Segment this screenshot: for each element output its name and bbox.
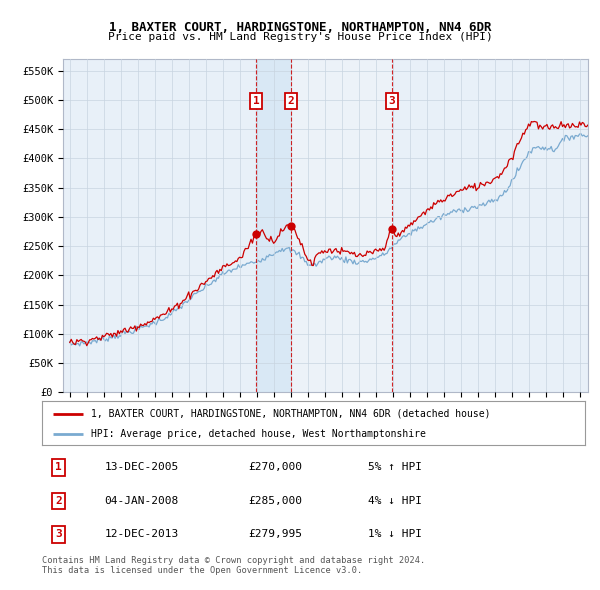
Text: 13-DEC-2005: 13-DEC-2005 <box>104 463 179 473</box>
Text: 1% ↓ HPI: 1% ↓ HPI <box>368 529 422 539</box>
Text: 2: 2 <box>55 496 62 506</box>
Text: 04-JAN-2008: 04-JAN-2008 <box>104 496 179 506</box>
Text: 5% ↑ HPI: 5% ↑ HPI <box>368 463 422 473</box>
Text: Contains HM Land Registry data © Crown copyright and database right 2024.
This d: Contains HM Land Registry data © Crown c… <box>42 556 425 575</box>
Text: Price paid vs. HM Land Registry's House Price Index (HPI): Price paid vs. HM Land Registry's House … <box>107 32 493 42</box>
Text: 1: 1 <box>55 463 62 473</box>
Text: 12-DEC-2013: 12-DEC-2013 <box>104 529 179 539</box>
Bar <box>256 59 291 392</box>
Text: 2: 2 <box>287 96 295 106</box>
Bar <box>291 59 392 392</box>
Text: 1, BAXTER COURT, HARDINGSTONE, NORTHAMPTON, NN4 6DR: 1, BAXTER COURT, HARDINGSTONE, NORTHAMPT… <box>109 21 491 34</box>
Text: 3: 3 <box>389 96 395 106</box>
Text: 4% ↓ HPI: 4% ↓ HPI <box>368 496 422 506</box>
Text: £279,995: £279,995 <box>248 529 302 539</box>
Text: £285,000: £285,000 <box>248 496 302 506</box>
Text: HPI: Average price, detached house, West Northamptonshire: HPI: Average price, detached house, West… <box>91 430 426 440</box>
Text: £270,000: £270,000 <box>248 463 302 473</box>
Text: 1: 1 <box>253 96 259 106</box>
Text: 3: 3 <box>55 529 62 539</box>
Text: 1, BAXTER COURT, HARDINGSTONE, NORTHAMPTON, NN4 6DR (detached house): 1, BAXTER COURT, HARDINGSTONE, NORTHAMPT… <box>91 409 490 418</box>
